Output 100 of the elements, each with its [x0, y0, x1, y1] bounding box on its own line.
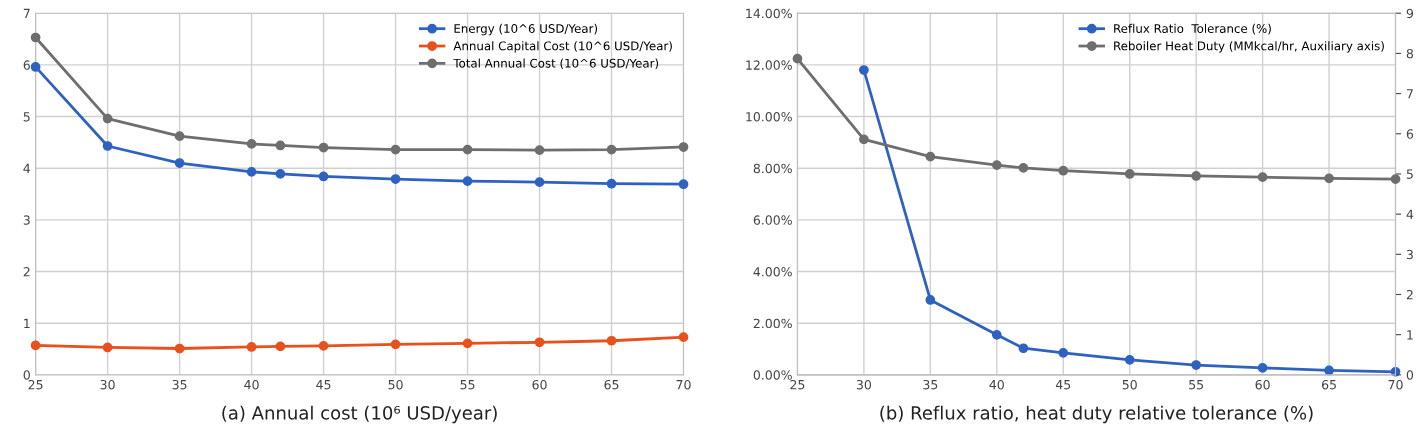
point — [462, 176, 473, 186]
point — [678, 332, 689, 343]
x-tick-label: 50 — [1122, 379, 1137, 390]
point — [1257, 363, 1268, 373]
x-tick-label: 70 — [1388, 379, 1403, 390]
legend-label: Energy (10^6 USD/Year) — [454, 23, 598, 36]
point — [859, 134, 869, 145]
y-tick-label: 6 — [23, 60, 30, 70]
y-tick-label: 4.00% — [753, 267, 792, 277]
point — [792, 53, 803, 64]
point — [30, 340, 41, 351]
x-tick-label: 45 — [1055, 380, 1071, 390]
point — [246, 342, 257, 352]
point — [925, 295, 936, 305]
y2-tick-label: 2 — [1406, 289, 1413, 300]
x-tick-label: 40 — [244, 379, 259, 390]
legend-label: Reflux Ratio Tolerance (%) — [1114, 23, 1271, 35]
y2-tick-label: 0 — [1406, 370, 1414, 380]
point — [534, 177, 545, 188]
y2-tick-label: 6 — [1406, 129, 1414, 139]
y-tick-label: 3 — [23, 215, 30, 225]
point — [1018, 343, 1029, 354]
point — [390, 339, 401, 350]
point — [174, 158, 185, 168]
y-tick-label: 0.00% — [753, 370, 792, 380]
point — [1058, 348, 1069, 358]
point — [1324, 365, 1334, 376]
point — [859, 65, 869, 75]
x-tick-label: 25 — [28, 379, 43, 390]
x-tick-label: 35 — [172, 379, 187, 390]
point — [1018, 163, 1029, 173]
point — [390, 144, 401, 155]
y2-tick-label: 3 — [1406, 249, 1413, 260]
y-tick-label: 14.00% — [746, 8, 792, 19]
point — [606, 144, 617, 155]
point — [1390, 174, 1401, 185]
point — [102, 113, 113, 124]
point — [246, 139, 257, 149]
point — [318, 142, 329, 153]
point — [275, 341, 286, 352]
point — [1324, 173, 1334, 184]
y-tick-label: 12.00% — [746, 60, 792, 70]
point — [174, 131, 185, 142]
legend-label: Reboiler Heat Duty (MMkcal/hr, Auxiliary axis) — [1114, 41, 1384, 53]
x-tick-label: 25 — [790, 379, 805, 390]
y2-tick-label: 4 — [1406, 209, 1414, 219]
point — [1058, 165, 1069, 176]
x-tick-label: 65 — [1321, 379, 1336, 390]
point — [102, 141, 113, 151]
point — [30, 32, 41, 43]
x-tick-label: 60 — [532, 379, 547, 390]
x-tick-label: 30 — [856, 379, 872, 390]
point — [991, 160, 1002, 170]
point — [678, 142, 689, 152]
y2-tick-label: 7 — [1406, 89, 1413, 99]
x-tick-label: 50 — [388, 379, 403, 390]
point — [174, 343, 185, 354]
point — [1124, 355, 1135, 365]
y-tick-label: 2.00% — [753, 318, 792, 329]
y-tick-label: 7 — [23, 8, 30, 18]
point — [102, 342, 113, 353]
point — [275, 140, 286, 151]
point — [1124, 169, 1135, 179]
point — [30, 62, 41, 72]
y-tick-label: 2 — [23, 267, 30, 277]
point — [246, 166, 257, 177]
point — [1191, 360, 1202, 370]
legend-label: Annual Capital Cost (10^6 USD/Year) — [453, 41, 672, 53]
point — [1191, 171, 1202, 181]
point — [534, 337, 545, 348]
point — [318, 341, 329, 351]
x-axis-title: (a) Annual cost (10⁶ USD/year) — [222, 405, 497, 424]
y-tick-label: 0 — [23, 370, 30, 380]
y-tick-label: 1 — [24, 318, 30, 328]
y2-tick-label: 8 — [1406, 48, 1414, 59]
x-tick-label: 35 — [923, 379, 938, 390]
y-tick-label: 6.00% — [753, 215, 792, 225]
point — [678, 179, 689, 190]
x-tick-label: 70 — [676, 379, 691, 390]
point — [318, 171, 329, 182]
point — [606, 335, 617, 346]
y2-tick-label: 1 — [1407, 330, 1413, 340]
point — [534, 145, 545, 155]
x-tick-label: 65 — [604, 379, 619, 390]
point — [991, 329, 1002, 340]
y-tick-label: 8.00% — [753, 163, 792, 174]
x-tick-label: 40 — [989, 379, 1004, 390]
point — [1257, 172, 1268, 183]
x-tick-label: 45 — [316, 380, 331, 390]
y2-tick-label: 9 — [1406, 8, 1414, 19]
legend-label: Total Annual Cost (10^6 USD/Year) — [453, 58, 659, 70]
x-tick-label: 55 — [1189, 380, 1204, 390]
point — [462, 144, 473, 155]
y2-tick-label: 5 — [1406, 169, 1413, 179]
x-tick-label: 30 — [100, 379, 115, 390]
y-tick-label: 5 — [23, 112, 30, 122]
point — [462, 338, 473, 349]
point — [390, 174, 401, 184]
x-axis-title: (b) Reflux ratio, heat duty relative tolerance (%) — [880, 405, 1313, 424]
point — [606, 178, 617, 189]
